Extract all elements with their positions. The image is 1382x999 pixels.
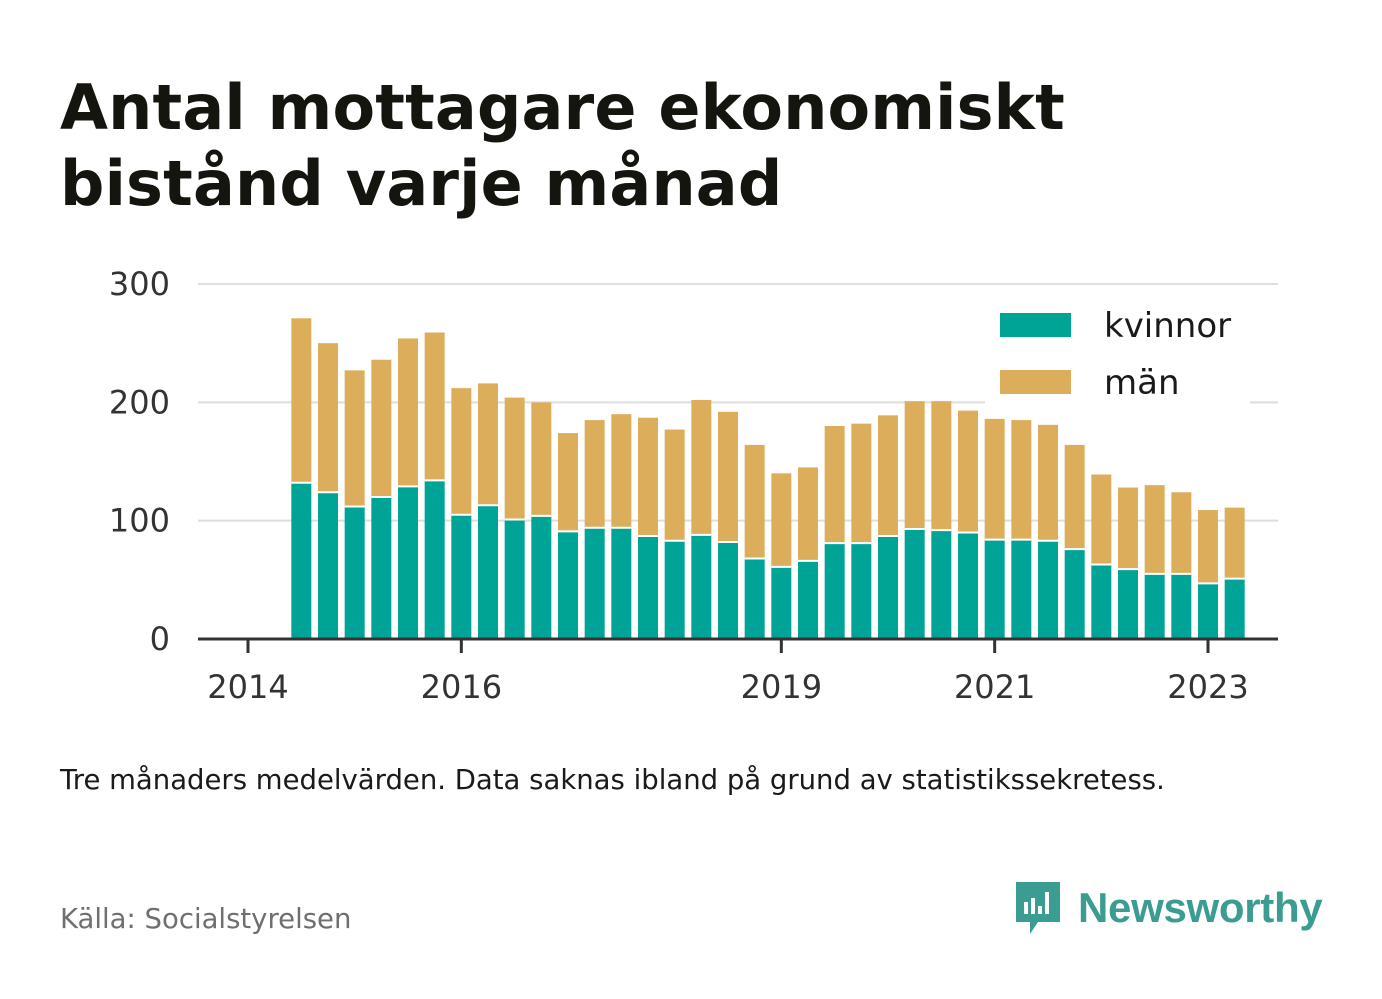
bar-man xyxy=(744,444,765,559)
bar-kvinnor xyxy=(1171,573,1192,639)
bar-kvinnor xyxy=(504,519,525,639)
bar-man xyxy=(664,429,685,541)
x-tick-label: 2014 xyxy=(207,668,288,706)
bar-man xyxy=(584,420,605,528)
stacked-bar-chart: 0 100 200 300 2014 2016 2019 2021 2023 kvinnor m… xyxy=(109,265,1278,706)
x-tick-label: 2019 xyxy=(741,668,822,706)
bar-kvinnor xyxy=(931,530,952,639)
y-tick-label: 200 xyxy=(109,383,170,421)
bar-kvinnor xyxy=(984,539,1005,639)
legend-label: kvinnor xyxy=(1104,306,1231,346)
bar-man xyxy=(531,402,552,516)
x-tick-label: 2021 xyxy=(954,668,1035,706)
bar-man xyxy=(984,418,1005,540)
bar-kvinnor xyxy=(851,543,872,639)
chart-note: Tre månaders medelvärden. Data saknas ib… xyxy=(60,764,1165,796)
bar-man xyxy=(558,433,578,532)
bar-kvinnor xyxy=(878,536,898,639)
bar-man xyxy=(691,399,712,535)
legend-label: män xyxy=(1104,363,1180,403)
bar-man xyxy=(478,383,498,506)
bar-man xyxy=(1144,485,1165,574)
bar-kvinnor xyxy=(584,527,605,639)
bar-man xyxy=(1171,492,1192,574)
bar-man xyxy=(958,410,978,533)
x-tick-label: 2023 xyxy=(1167,668,1248,706)
x-tick-label: 2016 xyxy=(421,668,502,706)
source-label: Källa: Socialstyrelsen xyxy=(60,903,352,935)
bar-kvinnor xyxy=(1118,569,1138,639)
bar-man xyxy=(798,467,818,561)
bar-man xyxy=(291,318,312,483)
bar-man xyxy=(718,411,738,542)
bar-kvinnor xyxy=(771,566,792,639)
bar-kvinnor xyxy=(904,528,925,639)
bar-kvinnor xyxy=(371,497,392,639)
bar-man xyxy=(424,332,445,481)
bar-kvinnor xyxy=(291,482,312,639)
legend-swatch xyxy=(1000,313,1071,337)
bar-man xyxy=(611,414,632,528)
bar-kvinnor xyxy=(744,558,765,639)
bars xyxy=(291,318,1245,639)
bar-kvinnor xyxy=(1144,573,1165,639)
bar-man xyxy=(638,417,658,537)
bar-kvinnor xyxy=(691,534,712,639)
bar-man xyxy=(878,415,898,537)
bar-man xyxy=(344,370,365,507)
y-tick-label: 100 xyxy=(109,502,170,540)
bar-man xyxy=(1198,510,1218,584)
bar-kvinnor xyxy=(424,480,445,639)
bar-kvinnor xyxy=(451,514,472,639)
bar-kvinnor xyxy=(824,543,845,639)
bar-kvinnor xyxy=(958,532,978,639)
bar-man xyxy=(1224,507,1245,579)
bar-kvinnor xyxy=(1038,540,1058,639)
bar-man xyxy=(904,401,925,529)
brand-name: Newsworthy xyxy=(1078,884,1323,931)
bar-man xyxy=(1118,487,1138,570)
bar-man xyxy=(451,388,472,515)
bar-kvinnor xyxy=(318,492,338,639)
bar-man xyxy=(318,343,338,493)
bar-man xyxy=(931,401,952,531)
bar-kvinnor xyxy=(398,486,418,639)
bar-man xyxy=(504,397,525,520)
bar-kvinnor xyxy=(1224,578,1245,639)
legend: kvinnor män xyxy=(985,300,1250,405)
bar-man xyxy=(1038,424,1058,541)
bar-man xyxy=(771,473,792,567)
bar-kvinnor xyxy=(664,540,685,639)
bar-kvinnor xyxy=(344,506,365,639)
bar-kvinnor xyxy=(611,527,632,639)
bar-kvinnor xyxy=(531,515,552,639)
bar-man xyxy=(824,426,845,544)
bar-kvinnor xyxy=(638,536,658,639)
bar-man xyxy=(1064,444,1085,550)
legend-swatch xyxy=(1000,370,1071,394)
bar-kvinnor xyxy=(1091,564,1112,639)
y-tick-label: 300 xyxy=(109,265,170,303)
bar-kvinnor xyxy=(718,541,738,639)
bar-kvinnor xyxy=(1011,539,1032,639)
bar-kvinnor xyxy=(1064,549,1085,639)
axes: 2014 2016 2019 2021 2023 xyxy=(198,637,1278,706)
brand-logo[interactable]: Newsworthy xyxy=(1012,878,1323,938)
bar-man xyxy=(1011,420,1032,540)
bar-kvinnor xyxy=(478,505,498,639)
bar-kvinnor xyxy=(558,531,578,639)
chart-title: Antal mottagare ekonomiskt bistånd varje… xyxy=(60,71,1065,220)
bar-kvinnor xyxy=(798,560,818,639)
bar-man xyxy=(398,338,418,487)
bar-kvinnor xyxy=(1198,583,1218,639)
bar-man xyxy=(1091,474,1112,565)
newsworthy-logo-icon xyxy=(1016,882,1060,934)
bar-man xyxy=(851,423,872,544)
y-tick-label: 0 xyxy=(150,620,170,658)
bar-man xyxy=(371,359,392,497)
